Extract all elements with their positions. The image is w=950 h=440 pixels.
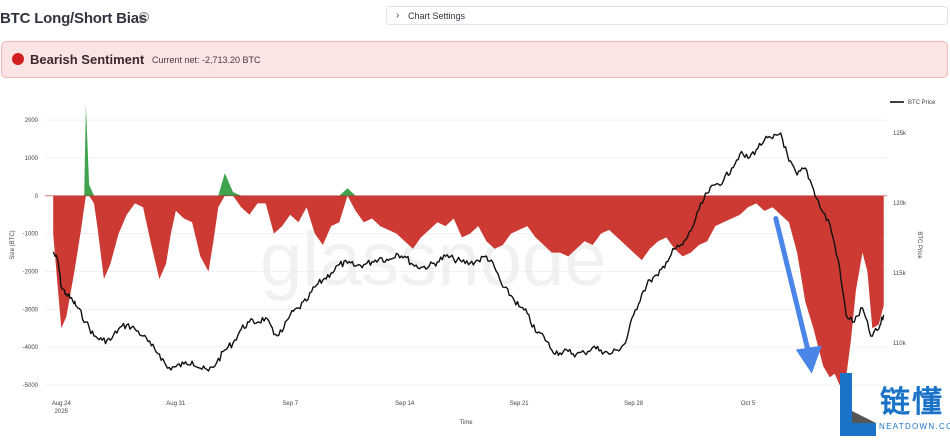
x-axis-label: Time	[459, 420, 473, 426]
y-tick-label: -2000	[23, 269, 39, 275]
current-net-value: Current net: -2,713.20 BTC	[152, 55, 261, 65]
down-arrow-annotation	[773, 216, 822, 374]
negative-net-area	[53, 195, 884, 385]
chart-axes: 2000 1000 0 -1000 -2000 -3000 -4000 -5000 125k 12…	[10, 118, 922, 426]
y-tick-label: -1000	[23, 232, 39, 238]
logo-subtitle: NEATDOWN.COM	[879, 422, 950, 431]
y-tick-label: 0	[35, 194, 39, 200]
chart-settings-label: Chart Settings	[408, 11, 466, 21]
y-tick-label: -5000	[23, 383, 39, 389]
y-axis-label: Size (BTC)	[10, 230, 16, 259]
chart-legend[interactable]: BTC Price	[890, 100, 936, 106]
btc-price-line	[52, 132, 885, 372]
logo-chars: 链懂	[880, 385, 944, 420]
x-tick-label: Aug 31	[166, 401, 186, 407]
y2-tick-label: 115k	[893, 271, 907, 277]
y-tick-label: 1000	[25, 156, 39, 162]
logo-l-shape	[840, 373, 876, 436]
positive-net-area	[53, 105, 884, 196]
neatdown-logo-icon: 链懂 NEATDOWN.COM	[838, 371, 950, 438]
x-tick-label: Sep 21	[510, 401, 530, 407]
y2-tick-label: 125k	[893, 131, 907, 137]
y-tick-label: 2000	[25, 118, 39, 124]
sentiment-banner: Bearish Sentiment Current net: -2,713.20…	[1, 41, 948, 78]
x-tick-label: Sep 7	[282, 401, 298, 407]
x-tick-label: Oct 5	[741, 401, 756, 407]
arrow-head	[795, 345, 822, 374]
y2-axis-label: BTC Price	[916, 231, 922, 259]
x-tick-label: Sep 28	[624, 401, 644, 407]
net-position-area	[45, 105, 887, 385]
long-short-bias-chart: glassnode 200010000-1000-2000-3000-4000-…	[10, 100, 936, 426]
y2-tick-label: 120k	[893, 201, 907, 207]
arrow-shaft	[773, 216, 812, 357]
page-title: BTC Long/Short Bias	[0, 10, 148, 27]
sentiment-headline: Bearish Sentiment	[30, 52, 145, 67]
chart-settings-expander[interactable]: › Chart Settings	[386, 6, 948, 25]
red-circle-icon	[12, 53, 24, 65]
btc-price-series	[52, 132, 885, 372]
y2-tick-label: 110k	[893, 341, 907, 347]
x-tick-label: Aug 24 2025	[52, 401, 72, 415]
legend-label: BTC Price	[908, 100, 936, 106]
y-tick-label: -4000	[23, 345, 39, 351]
question-circle-icon[interactable]: ?	[139, 12, 149, 22]
chevron-right-icon: ›	[396, 10, 400, 21]
y-tick-label: -3000	[23, 307, 39, 313]
x-tick-label: Sep 14	[395, 401, 415, 407]
